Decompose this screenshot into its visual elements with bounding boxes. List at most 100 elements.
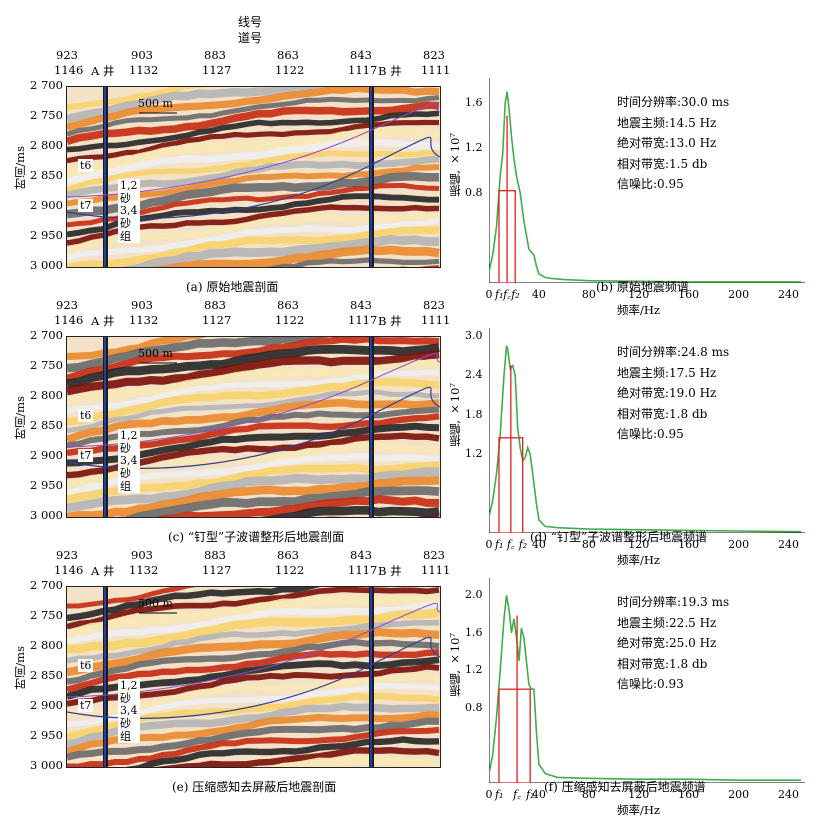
frequency-marker-label: f꜀ xyxy=(506,538,515,551)
trace-number: 1111 xyxy=(421,313,451,327)
time-tick-label: 3 000 xyxy=(30,508,63,522)
trace-number: 1122 xyxy=(275,563,305,577)
spectrum-stat: 信噪比:0.95 xyxy=(617,427,684,441)
horizon-t7-label: t7 xyxy=(78,699,94,712)
time-tick-label: 2 850 xyxy=(30,168,63,182)
time-tick-label: 2 900 xyxy=(30,198,63,212)
spectrum-x-title: 频率/Hz xyxy=(617,303,660,317)
spectrum-y-tick: 1.8 xyxy=(465,407,483,421)
spectrum-stat: 地震主频:22.5 Hz xyxy=(617,615,717,630)
trace-number: 1111 xyxy=(421,563,451,577)
time-tick-label: 2 950 xyxy=(30,478,63,492)
trace-number: 1127 xyxy=(202,63,232,77)
spectrum-y-tick: 1.2 xyxy=(465,663,483,677)
trace-number: 1122 xyxy=(275,63,305,77)
spectrum-stat: 相对带宽:1.8 db xyxy=(617,656,708,671)
spectrum-y-tick: 1.6 xyxy=(465,95,483,109)
spectrum-x-tick: 240 xyxy=(778,788,800,801)
line-number: 923 xyxy=(56,298,78,312)
scale-bar-label: 500 m xyxy=(138,597,173,610)
line-number: 883 xyxy=(204,298,226,312)
frequency-marker-label: f₂ xyxy=(511,288,520,301)
horizon-t7-label: t7 xyxy=(78,449,94,462)
spectrum-chart xyxy=(488,328,805,534)
spectrum-stat: 绝对带宽:19.0 Hz xyxy=(617,386,717,400)
line-number: 823 xyxy=(423,48,445,62)
time-tick-label: 2 750 xyxy=(30,358,63,372)
line-number: 903 xyxy=(131,48,153,62)
spectrum-caption: (b) 原始地震频谱 xyxy=(596,280,689,294)
spectrum-x-tick: 120 xyxy=(628,538,650,551)
spectrum-y-tick: 3.0 xyxy=(465,329,483,342)
spectrum-y-tick: 2.4 xyxy=(465,368,483,382)
trace-number: 1132 xyxy=(129,563,159,577)
line-number: 863 xyxy=(277,548,299,562)
section-caption: (e) 压缩感知去屏蔽后地震剖面 xyxy=(172,780,337,794)
time-tick-label: 2 900 xyxy=(30,698,63,712)
spectrum-annotations: 时间分辨率:24.8 ms 地震主频:17.5 Hz 绝对带宽:19.0 Hz 相对带… xyxy=(617,342,729,445)
frequency-marker-label: f₁ xyxy=(494,288,504,301)
trace-number: 1117 xyxy=(348,313,378,327)
well-b-label: B 井 xyxy=(378,564,402,578)
trace-number: 1117 xyxy=(348,563,378,577)
spectrum-x-tick: 120 xyxy=(628,288,650,301)
time-tick-label: 2 900 xyxy=(30,448,63,462)
spectrum-x-tick: 40 xyxy=(531,288,546,301)
time-tick-label: 2 950 xyxy=(30,228,63,242)
spectrum-x-tick: 240 xyxy=(778,538,800,551)
spectrum-stat: 时间分辨率:24.8 ms xyxy=(617,345,730,359)
line-number-title: 线号 xyxy=(238,15,263,29)
frequency-marker-label: f₁ xyxy=(494,538,504,551)
well-b-label: B 井 xyxy=(378,314,402,328)
sand-group-3-4-label: 3,4 砂组 xyxy=(118,204,140,243)
time-axis-title: 时间/ms xyxy=(13,146,27,190)
spectrum-x-tick: 0 xyxy=(485,538,493,551)
spectrum-x-tick: 40 xyxy=(531,788,546,801)
horizon-t7-label: t7 xyxy=(78,199,94,212)
time-axis-title: 时间/ms xyxy=(13,396,27,440)
spectrum-stat: 时间分辨率:19.3 ms xyxy=(617,595,730,609)
time-tick-label: 2 800 xyxy=(30,388,63,402)
line-number: 923 xyxy=(56,548,78,562)
spectrum-y-tick: 1.6 xyxy=(465,625,483,639)
spectrum-x-tick: 40 xyxy=(531,538,546,551)
trace-number: 1146 xyxy=(54,313,84,327)
line-number: 843 xyxy=(350,548,372,562)
trace-number: 1122 xyxy=(275,313,305,327)
spectrum-stat: 信噪比:0.93 xyxy=(617,677,684,691)
spectrum-stat: 相对带宽:1.8 db xyxy=(617,406,708,421)
spectrum-chart xyxy=(488,578,805,784)
well-a-label: A 井 xyxy=(91,564,115,578)
time-tick-label: 2 850 xyxy=(30,668,63,682)
section-caption: (a) 原始地震剖面 xyxy=(186,280,279,294)
spectrum-stat: 信噪比:0.95 xyxy=(617,177,684,191)
spectrum-stat: 绝对带宽:25.0 Hz xyxy=(617,636,717,650)
trace-number: 1117 xyxy=(348,63,378,77)
line-number: 903 xyxy=(131,548,153,562)
line-number: 863 xyxy=(277,48,299,62)
spectrum-stat: 地震主频:14.5 Hz xyxy=(617,115,717,130)
spectrum-y-title: 振幅, ×10⁷ xyxy=(448,633,462,697)
time-tick-label: 2 750 xyxy=(30,608,63,622)
well-a-label: A 井 xyxy=(91,314,115,328)
spectrum-stat: 绝对带宽:13.0 Hz xyxy=(617,136,717,150)
trace-number: 1111 xyxy=(421,63,451,77)
time-tick-label: 3 000 xyxy=(30,258,63,272)
frequency-marker-label: f₂ xyxy=(518,538,528,551)
seismic-section xyxy=(66,336,441,518)
trace-number: 1127 xyxy=(202,563,232,577)
horizon-t6-label: t6 xyxy=(78,659,94,672)
spectrum-x-tick: 0 xyxy=(485,788,493,801)
spectrum-x-title: 频率/Hz xyxy=(617,553,660,567)
line-number: 883 xyxy=(204,48,226,62)
trace-number: 1132 xyxy=(129,63,159,77)
spectrum-stat: 地震主频:17.5 Hz xyxy=(617,365,717,380)
spectrum-caption: (f) 压缩感知去屏蔽后地震频谱 xyxy=(544,780,706,794)
frequency-marker-label: f꜀ xyxy=(503,288,511,301)
spectrum-chart xyxy=(488,78,805,284)
time-tick-label: 2 850 xyxy=(30,418,63,432)
spectrum-x-tick: 160 xyxy=(678,788,700,801)
time-tick-label: 2 800 xyxy=(30,138,63,152)
line-number: 903 xyxy=(131,298,153,312)
spectrum-line xyxy=(488,595,801,781)
